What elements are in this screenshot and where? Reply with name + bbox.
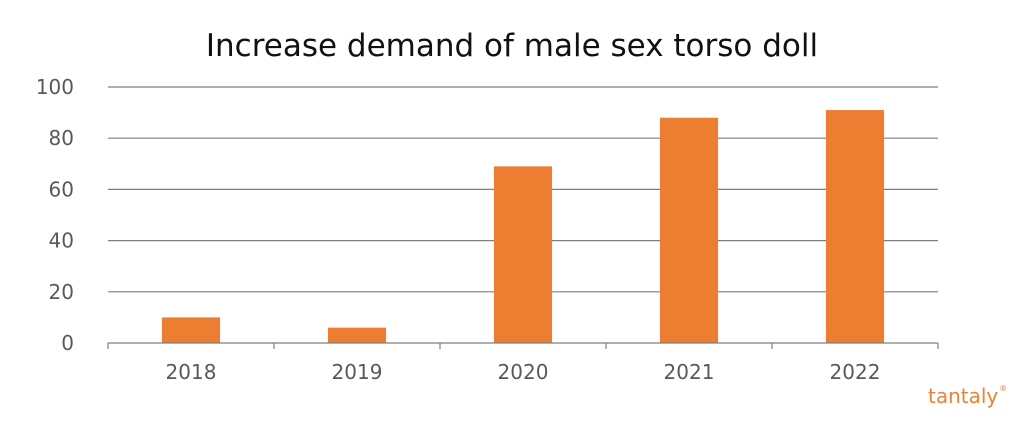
- y-tick-label: 40: [49, 229, 74, 253]
- y-tick-label: 60: [49, 177, 74, 201]
- bar-2020: [493, 166, 553, 343]
- y-tick-label: 80: [49, 126, 74, 150]
- bar-2021: [659, 117, 719, 343]
- x-tick-label: 2019: [332, 360, 383, 384]
- y-tick-label: 20: [49, 280, 74, 304]
- y-tick-label: 0: [61, 331, 74, 355]
- bar-2018: [161, 317, 221, 343]
- bar-2019: [327, 327, 387, 343]
- bars: [161, 110, 885, 343]
- chart-title: Increase demand of male sex torso doll: [205, 28, 819, 64]
- bar-2022: [825, 110, 885, 343]
- x-tick-label: 2020: [498, 360, 549, 384]
- x-tick-label: 2018: [166, 360, 217, 384]
- axes: 0 20 40 60 80 100 2018 2019 2020 2021 2022: [36, 75, 939, 384]
- x-tick-label: 2021: [664, 360, 715, 384]
- brand-logo: tantaly®: [928, 384, 1008, 408]
- x-tick-label: 2022: [830, 360, 881, 384]
- y-tick-label: 100: [36, 75, 74, 99]
